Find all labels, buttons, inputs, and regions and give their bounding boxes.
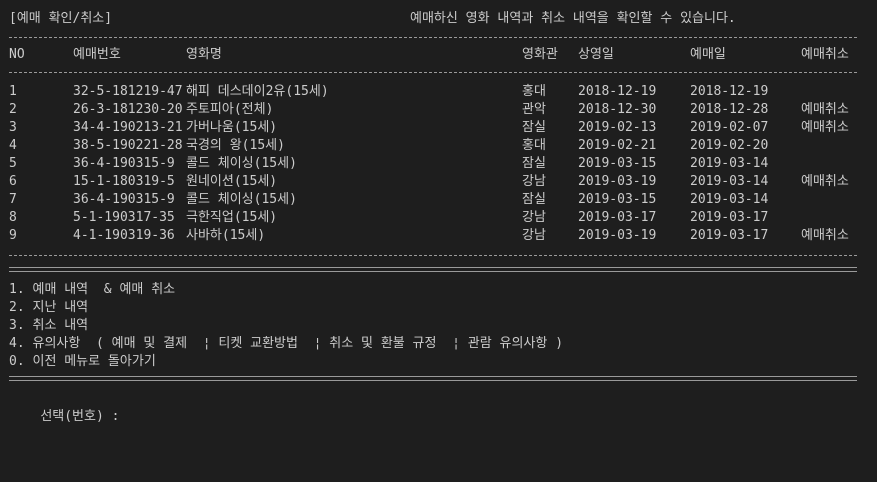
table-header: NO 예매번호 영화명 영화관 상영일 예매일 예매취소	[0, 46, 877, 64]
menu-item-cancellations[interactable]: 3. 취소 내역	[9, 318, 89, 333]
cell-no: 5	[9, 156, 17, 171]
menu-item-history[interactable]: 2. 지난 내역	[9, 300, 89, 315]
prompt-label: 선택(번호) :	[40, 409, 120, 424]
cell-no: 9	[9, 228, 17, 243]
cell-theater: 강남	[522, 228, 546, 243]
cell-cancel: 예매취소	[801, 120, 849, 135]
cell-booking: 4-1-190319-36	[73, 228, 175, 243]
cell-booked: 2018-12-19	[690, 84, 769, 99]
cell-booked: 2019-03-14	[690, 174, 769, 189]
divider-top	[9, 37, 857, 39]
cell-movie: 사바하(15세)	[186, 228, 266, 243]
cell-cancel: 예매취소	[801, 228, 849, 243]
cell-theater: 홍대	[522, 138, 546, 153]
table-row: 8 5-1-190317-35 극한직업(15세) 강남 2019-03-17 …	[0, 209, 877, 227]
cell-booking: 36-4-190315-9	[73, 156, 175, 171]
table-row: 6 15-1-180319-5 원네이션(15세) 강남 2019-03-19 …	[0, 173, 877, 191]
menu-item-back[interactable]: 0. 이전 메뉴로 돌아가기	[9, 354, 156, 369]
cell-booking: 5-1-190317-35	[73, 210, 175, 225]
cell-booked: 2019-02-20	[690, 138, 769, 153]
menu-item-notices[interactable]: 4. 유의사항 ( 예매 및 결제 ¦ 티켓 교환방법 ¦ 취소 및 환불 규정…	[9, 336, 564, 351]
cell-movie: 원네이션(15세)	[186, 174, 278, 189]
console-window: [예매 확인/취소] 예매하신 영화 내역과 취소 내역을 확인할 수 있습니다…	[0, 11, 877, 424]
cell-booked: 2018-12-28	[690, 102, 769, 117]
cell-theater: 홍대	[522, 84, 546, 99]
selection-prompt[interactable]: 선택(번호) :	[9, 390, 119, 424]
cell-no: 1	[9, 84, 17, 99]
cell-theater: 강남	[522, 210, 546, 225]
cell-show: 2018-12-19	[578, 84, 657, 99]
cell-no: 6	[9, 174, 17, 189]
cell-booking: 36-4-190315-9	[73, 192, 175, 207]
cell-no: 2	[9, 102, 17, 117]
page-subtitle: 예매하신 영화 내역과 취소 내역을 확인할 수 있습니다.	[410, 11, 736, 26]
table-row: 5 36-4-190315-9 콜드 체이싱(15세) 잠실 2019-03-1…	[0, 155, 877, 173]
cell-movie: 해피 데스데이2유(15세)	[186, 84, 329, 99]
divider-menu-top	[9, 267, 857, 272]
cell-show: 2018-12-30	[578, 102, 657, 117]
cell-show: 2019-02-21	[578, 138, 657, 153]
column-header-show: 상영일	[578, 47, 614, 62]
cell-booking: 38-5-190221-28	[73, 138, 183, 153]
cell-show: 2019-03-15	[578, 192, 657, 207]
cell-booked: 2019-03-14	[690, 192, 769, 207]
cell-movie: 극한직업(15세)	[186, 210, 278, 225]
cell-booking: 34-4-190213-21	[73, 120, 183, 135]
cell-booking: 32-5-181219-47	[73, 84, 183, 99]
cell-movie: 국경의 왕(15세)	[186, 138, 285, 153]
cell-movie: 가버나움(15세)	[186, 120, 278, 135]
cell-movie: 콜드 체이싱(15세)	[186, 192, 297, 207]
cell-show: 2019-03-15	[578, 156, 657, 171]
cell-no: 7	[9, 192, 17, 207]
cell-booked: 2019-02-07	[690, 120, 769, 135]
divider-table-end	[9, 255, 857, 257]
text-cursor	[40, 444, 47, 458]
cell-show: 2019-03-17	[578, 210, 657, 225]
table-row: 4 38-5-190221-28 국경의 왕(15세) 홍대 2019-02-2…	[0, 137, 877, 155]
cell-movie: 주토피아(전체)	[186, 102, 274, 117]
cell-theater: 잠실	[522, 156, 546, 171]
table-row: 3 34-4-190213-21 가버나움(15세) 잠실 2019-02-13…	[0, 119, 877, 137]
table-row: 9 4-1-190319-36 사바하(15세) 강남 2019-03-19 2…	[0, 227, 877, 245]
divider-menu-bottom	[9, 376, 857, 381]
cell-show: 2019-03-19	[578, 174, 657, 189]
cell-booked: 2019-03-17	[690, 228, 769, 243]
column-header-cancel: 예매취소	[801, 47, 849, 62]
cell-booked: 2019-03-17	[690, 210, 769, 225]
cell-theater: 관악	[522, 102, 546, 117]
column-header-theater: 영화관	[522, 47, 558, 62]
cell-theater: 강남	[522, 174, 546, 189]
cell-booked: 2019-03-14	[690, 156, 769, 171]
cell-no: 4	[9, 138, 17, 153]
table-row: 2 26-3-181230-20 주토피아(전체) 관악 2018-12-30 …	[0, 101, 877, 119]
cell-booking: 15-1-180319-5	[73, 174, 175, 189]
cell-booking: 26-3-181230-20	[73, 102, 183, 117]
column-header-no: NO	[9, 47, 25, 62]
table-row: 1 32-5-181219-47 해피 데스데이2유(15세) 홍대 2018-…	[0, 83, 877, 101]
cell-no: 8	[9, 210, 17, 225]
column-header-booking: 예매번호	[73, 47, 121, 62]
cell-show: 2019-02-13	[578, 120, 657, 135]
cell-movie: 콜드 체이싱(15세)	[186, 156, 297, 171]
divider-header	[9, 72, 857, 74]
table-row: 7 36-4-190315-9 콜드 체이싱(15세) 잠실 2019-03-1…	[0, 191, 877, 209]
column-header-booked: 예매일	[690, 47, 726, 62]
cell-theater: 잠실	[522, 120, 546, 135]
cell-theater: 잠실	[522, 192, 546, 207]
cell-no: 3	[9, 120, 17, 135]
column-header-movie: 영화명	[186, 47, 222, 62]
cell-cancel: 예매취소	[801, 102, 849, 117]
page-title: [예매 확인/취소]	[9, 11, 113, 26]
menu-item-bookings[interactable]: 1. 예매 내역 & 예매 취소	[9, 282, 176, 297]
cell-cancel: 예매취소	[801, 174, 849, 189]
cell-show: 2019-03-19	[578, 228, 657, 243]
